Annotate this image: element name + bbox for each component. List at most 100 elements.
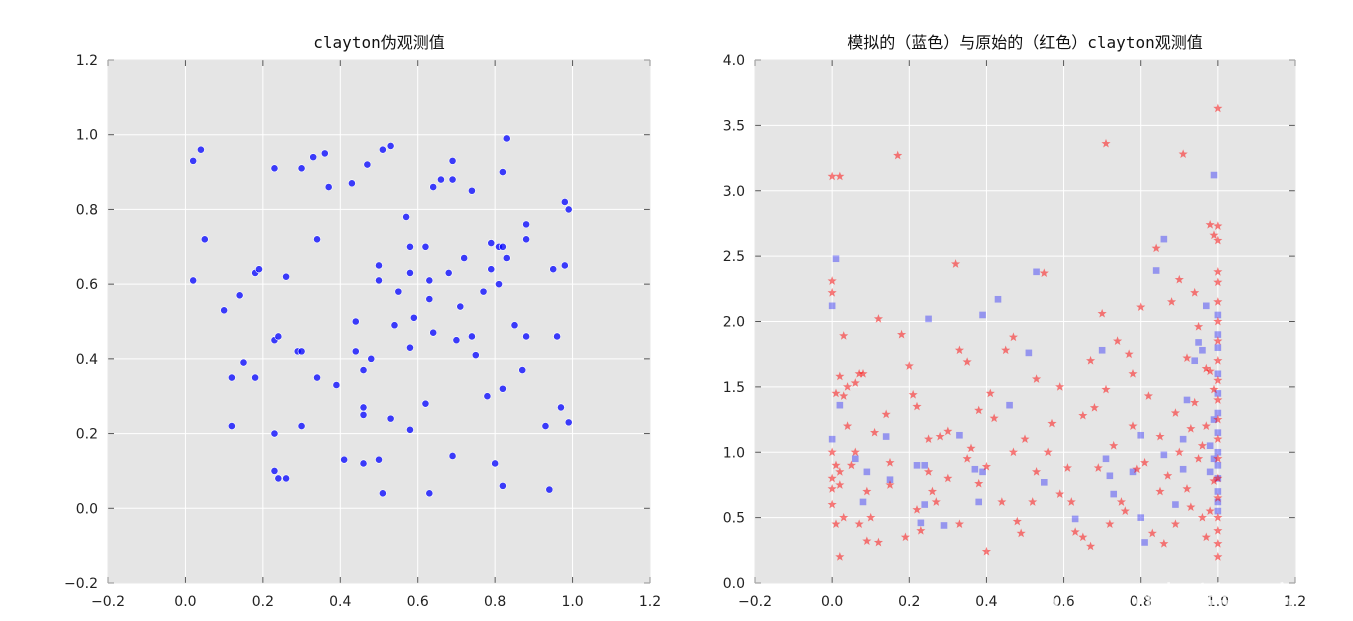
data-point — [564, 205, 573, 214]
data-point-original — [916, 525, 926, 535]
data-point-original — [1213, 493, 1223, 502]
data-point — [378, 489, 387, 498]
data-point — [409, 313, 418, 322]
x-tick-label: 0.8 — [1130, 594, 1152, 610]
data-point-original — [924, 434, 934, 444]
data-point-original — [854, 369, 864, 378]
data-point-original — [1039, 268, 1049, 278]
data-point-simulated — [1206, 468, 1214, 476]
data-point-simulated — [994, 295, 1002, 303]
data-point-simulated — [1141, 539, 1148, 546]
data-point-original — [1020, 434, 1030, 444]
data-point — [297, 164, 306, 173]
data-point-original — [858, 369, 868, 378]
data-point-original — [873, 314, 883, 323]
data-point — [498, 242, 507, 251]
data-point-simulated — [979, 311, 986, 319]
data-point — [452, 336, 461, 345]
x-tick-label: 0.8 — [484, 594, 506, 610]
data-point — [309, 153, 318, 162]
data-point-simulated — [882, 433, 890, 440]
data-point — [510, 321, 519, 330]
data-point — [394, 287, 403, 296]
data-point-original — [831, 388, 841, 398]
data-point-original — [1186, 502, 1196, 512]
data-point — [375, 276, 383, 285]
data-point — [359, 459, 368, 468]
data-point-simulated — [1098, 346, 1106, 354]
data-point-original — [1213, 395, 1223, 404]
data-point — [468, 186, 476, 195]
data-point-original — [885, 480, 895, 489]
data-point-original — [839, 391, 849, 400]
data-point-original — [1109, 440, 1119, 450]
data-point-original — [1128, 369, 1138, 378]
data-point — [351, 347, 360, 356]
data-point-original — [1012, 516, 1022, 526]
data-point-simulated — [979, 468, 986, 476]
data-point-original — [835, 171, 845, 181]
data-point-original — [1213, 552, 1223, 561]
y-tick-label: 0.5 — [723, 511, 745, 527]
data-point-simulated — [1137, 514, 1145, 521]
x-tick-label: 0.0 — [821, 594, 843, 610]
data-point — [498, 384, 507, 393]
x-tick-label: 0.6 — [1052, 594, 1074, 610]
data-point — [282, 474, 290, 483]
x-tick-label: 1.2 — [1284, 594, 1306, 610]
data-point — [498, 168, 507, 176]
plot-area — [108, 60, 650, 583]
data-point-original — [1086, 541, 1096, 551]
data-point-original — [904, 361, 914, 370]
data-point-original — [1086, 355, 1096, 365]
data-point — [375, 261, 383, 270]
chart-right-simulated-vs-original: −0.2 0.0 0.2 0.4 0.6 0.8 1.0 1.2 0.0 0.5 1.0 1.5 2.0… — [723, 33, 1306, 610]
data-point — [564, 418, 573, 427]
data-point-original — [962, 357, 972, 366]
data-point-original — [1174, 447, 1184, 457]
data-point-simulated — [1214, 488, 1222, 495]
data-point-original — [1170, 519, 1180, 529]
data-point-simulated — [921, 462, 929, 469]
data-point-original — [1062, 463, 1072, 472]
data-point-original — [1213, 434, 1223, 444]
data-point — [359, 403, 368, 412]
data-point-original — [900, 532, 910, 542]
data-point — [518, 366, 527, 374]
data-point — [270, 164, 279, 173]
data-point-original — [1101, 384, 1111, 394]
y-tick-label: 1.0 — [76, 128, 98, 144]
data-point-original — [1170, 408, 1180, 417]
data-point — [429, 183, 438, 191]
data-point-original — [1194, 321, 1204, 331]
y-tick-label: 0.6 — [76, 277, 98, 293]
data-point — [274, 474, 283, 483]
data-point-original — [943, 473, 953, 483]
data-point-simulated — [1110, 490, 1118, 498]
data-point-simulated — [859, 498, 867, 506]
data-point-simulated — [1214, 498, 1222, 506]
data-point-original — [835, 467, 845, 476]
data-point-original — [1116, 497, 1126, 506]
x-tick-label: −0.2 — [738, 594, 772, 610]
data-point-original — [827, 276, 837, 285]
data-point-original — [827, 171, 837, 181]
data-point-original — [1174, 274, 1184, 284]
data-point-simulated — [1195, 339, 1202, 346]
data-point — [456, 302, 465, 311]
data-point — [498, 481, 507, 490]
plot-frame — [107, 59, 651, 584]
y-tick-label: 3.5 — [723, 118, 745, 134]
data-point-simulated — [940, 522, 948, 529]
data-point-original — [1213, 277, 1223, 287]
data-point — [421, 399, 430, 408]
data-point-simulated — [1191, 357, 1199, 365]
data-point-simulated — [828, 435, 836, 443]
data-point — [200, 235, 209, 244]
data-point-original — [997, 497, 1007, 506]
y-tick-label: 3.0 — [723, 184, 745, 200]
data-point-original — [1070, 527, 1080, 536]
data-point-original — [912, 504, 922, 514]
data-point — [378, 145, 387, 154]
data-point-simulated — [921, 501, 929, 508]
